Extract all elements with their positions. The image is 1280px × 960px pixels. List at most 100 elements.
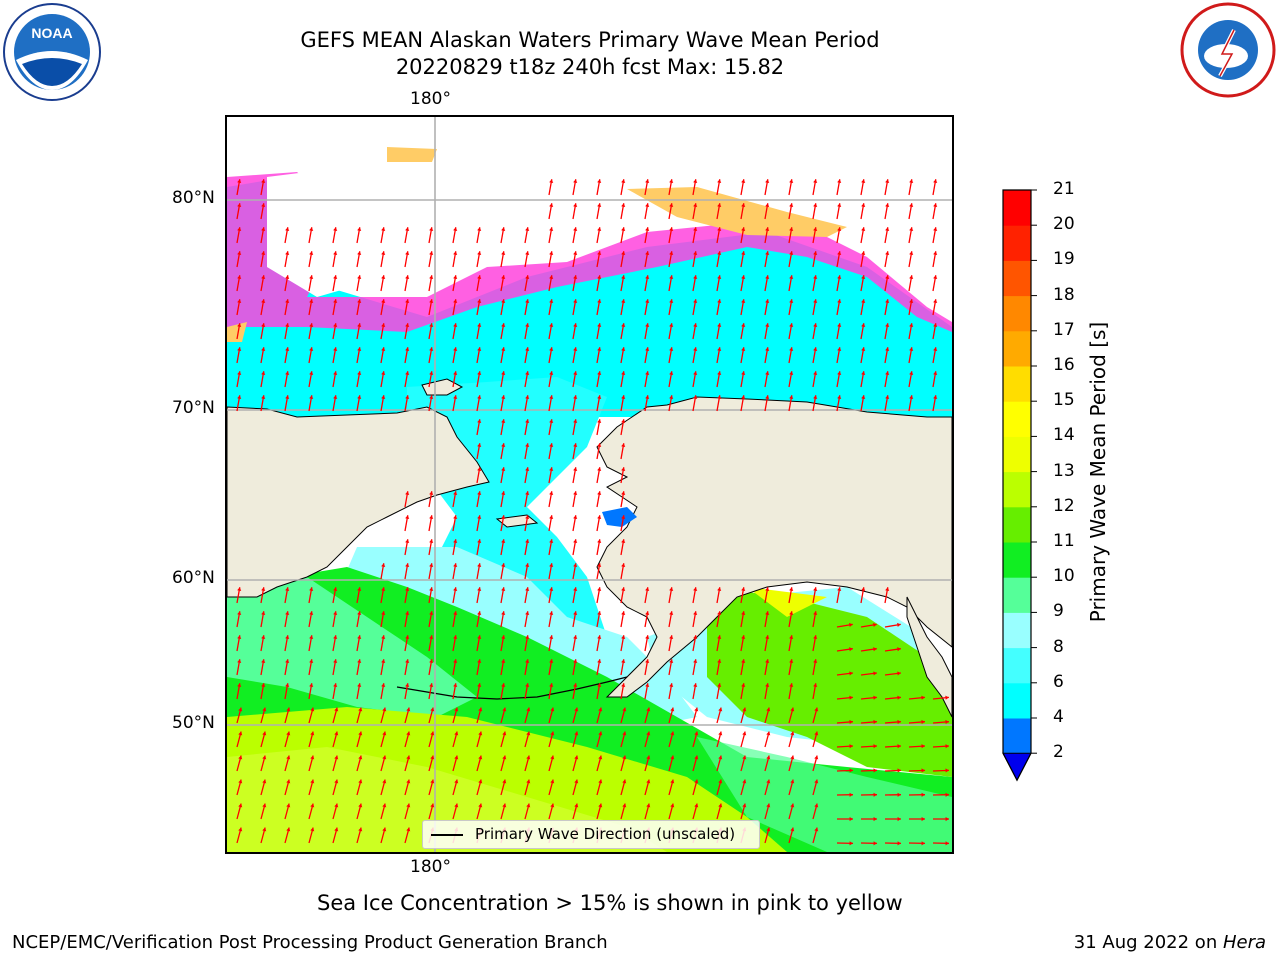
wave-arrow-head (789, 275, 794, 279)
wave-arrow-head (765, 347, 770, 351)
wave-arrow-head (837, 347, 842, 351)
wave-arrow-head (453, 563, 458, 567)
wave-arrow-head (813, 395, 818, 399)
colorbar-segment (1003, 682, 1031, 719)
wave-arrow-head (669, 251, 674, 255)
wave-arrow-head (549, 683, 554, 687)
wave-arrow-head (849, 719, 853, 725)
wave-arrow-head (430, 803, 435, 808)
wave-arrow-head (261, 635, 266, 639)
wave-arrow-head (933, 203, 938, 207)
wave-arrow-head (357, 371, 362, 375)
wave-arrow-head (621, 203, 626, 207)
wave-arrow-head (453, 539, 458, 543)
footer-branch: NCEP/EMC/Verification Post Processing Pr… (12, 932, 608, 953)
colorbar-tick-label: 8 (1053, 636, 1064, 657)
wave-arrow-head (429, 299, 434, 303)
wave-arrow-head (405, 371, 410, 375)
wave-arrow-head (501, 635, 506, 639)
wave-arrow-head (766, 779, 771, 784)
wave-arrow-head (933, 179, 938, 183)
wave-arrow-head (766, 731, 771, 736)
wave-arrow-head (549, 539, 554, 543)
wave-arrow-head (285, 395, 290, 399)
colorbar-segment (1003, 577, 1031, 613)
wave-arrow-head (261, 371, 266, 375)
wave-arrow-head (477, 299, 482, 303)
wave-arrow-head (477, 683, 482, 687)
wave-arrow-head (669, 203, 674, 207)
colorbar-segment (1003, 436, 1031, 473)
wave-arrow-head (333, 659, 338, 663)
wave-arrow-head (237, 251, 242, 255)
wave-arrow-head (741, 323, 746, 327)
wave-arrow-head (909, 227, 914, 231)
wave-arrow-head (622, 755, 627, 760)
wave-arrow-head (765, 659, 770, 663)
wave-arrow-head (765, 179, 770, 183)
wave-arrow-head (453, 347, 458, 351)
wave-arrow-head (333, 683, 338, 687)
wave-arrow-head (597, 635, 602, 639)
wave-arrow-head (813, 203, 818, 207)
wave-arrow-head (646, 803, 651, 808)
wave-arrow-head (933, 347, 938, 351)
wave-arrow-head (309, 323, 314, 327)
wave-arrow-head (285, 323, 290, 327)
wave-arrow-head (789, 683, 794, 687)
wave-arrow-head (237, 347, 242, 351)
wave-arrow-head (717, 611, 722, 615)
wave-arrow-head (621, 395, 626, 399)
wave-arrow-head (453, 659, 458, 663)
wave-arrow-head (717, 659, 722, 663)
wave-arrow-head (262, 731, 267, 736)
wave-arrow-head (741, 251, 746, 255)
wave-arrow-head (477, 515, 482, 519)
wave-arrow-head (381, 299, 386, 303)
wave-arrow-head (742, 779, 747, 784)
wave-arrow-head (693, 659, 698, 663)
wave-arrow-head (897, 768, 901, 773)
wave-arrow-head (897, 647, 901, 652)
wave-arrow-head (526, 803, 531, 808)
wave-arrow-head (741, 299, 746, 303)
wave-arrow-head (945, 841, 949, 846)
wave-arrow-head (381, 683, 386, 687)
wave-arrow-head (717, 251, 722, 255)
wave-arrow-head (741, 611, 746, 615)
wave-arrow-head (525, 395, 530, 399)
wave-arrow-head (286, 755, 291, 760)
wave-arrow-head (477, 467, 482, 471)
wave-arrow-head (430, 707, 435, 712)
wave-arrow-head (430, 755, 435, 760)
colorbar-tick-label: 21 (1053, 179, 1075, 199)
wave-arrow-head (382, 827, 387, 832)
wave-arrow-head (285, 587, 290, 591)
wave-arrow-head (669, 371, 674, 375)
wave-arrow-head (261, 299, 266, 303)
wave-arrow-head (718, 803, 723, 808)
colorbar-segment (1003, 647, 1031, 684)
colorbar-segment (1003, 471, 1031, 508)
wave-arrow-head (573, 251, 578, 255)
wave-arrow-head (789, 179, 794, 183)
wave-arrow-head (741, 203, 746, 207)
wave-arrow-head (694, 731, 699, 736)
wave-arrow-head (573, 659, 578, 663)
wave-arrow-head (262, 755, 267, 760)
colorbar-segment (1003, 295, 1031, 332)
wave-arrow-head (261, 395, 266, 399)
wave-arrow-head (549, 323, 554, 327)
wave-arrow-head (849, 792, 853, 797)
wave-arrow-head (573, 179, 578, 183)
wave-arrow-head (261, 683, 266, 687)
wave-arrow-head (789, 371, 794, 375)
sea-ice-caption: Sea Ice Concentration > 15% is shown in … (317, 891, 903, 915)
wave-arrow-head (597, 515, 602, 519)
wave-arrow-head (861, 347, 866, 351)
wave-arrow-head (573, 587, 578, 591)
wave-arrow-head (501, 275, 506, 279)
wave-arrow-head (693, 611, 698, 615)
wave-arrow-head (549, 227, 554, 231)
wave-arrow-head (549, 251, 554, 255)
